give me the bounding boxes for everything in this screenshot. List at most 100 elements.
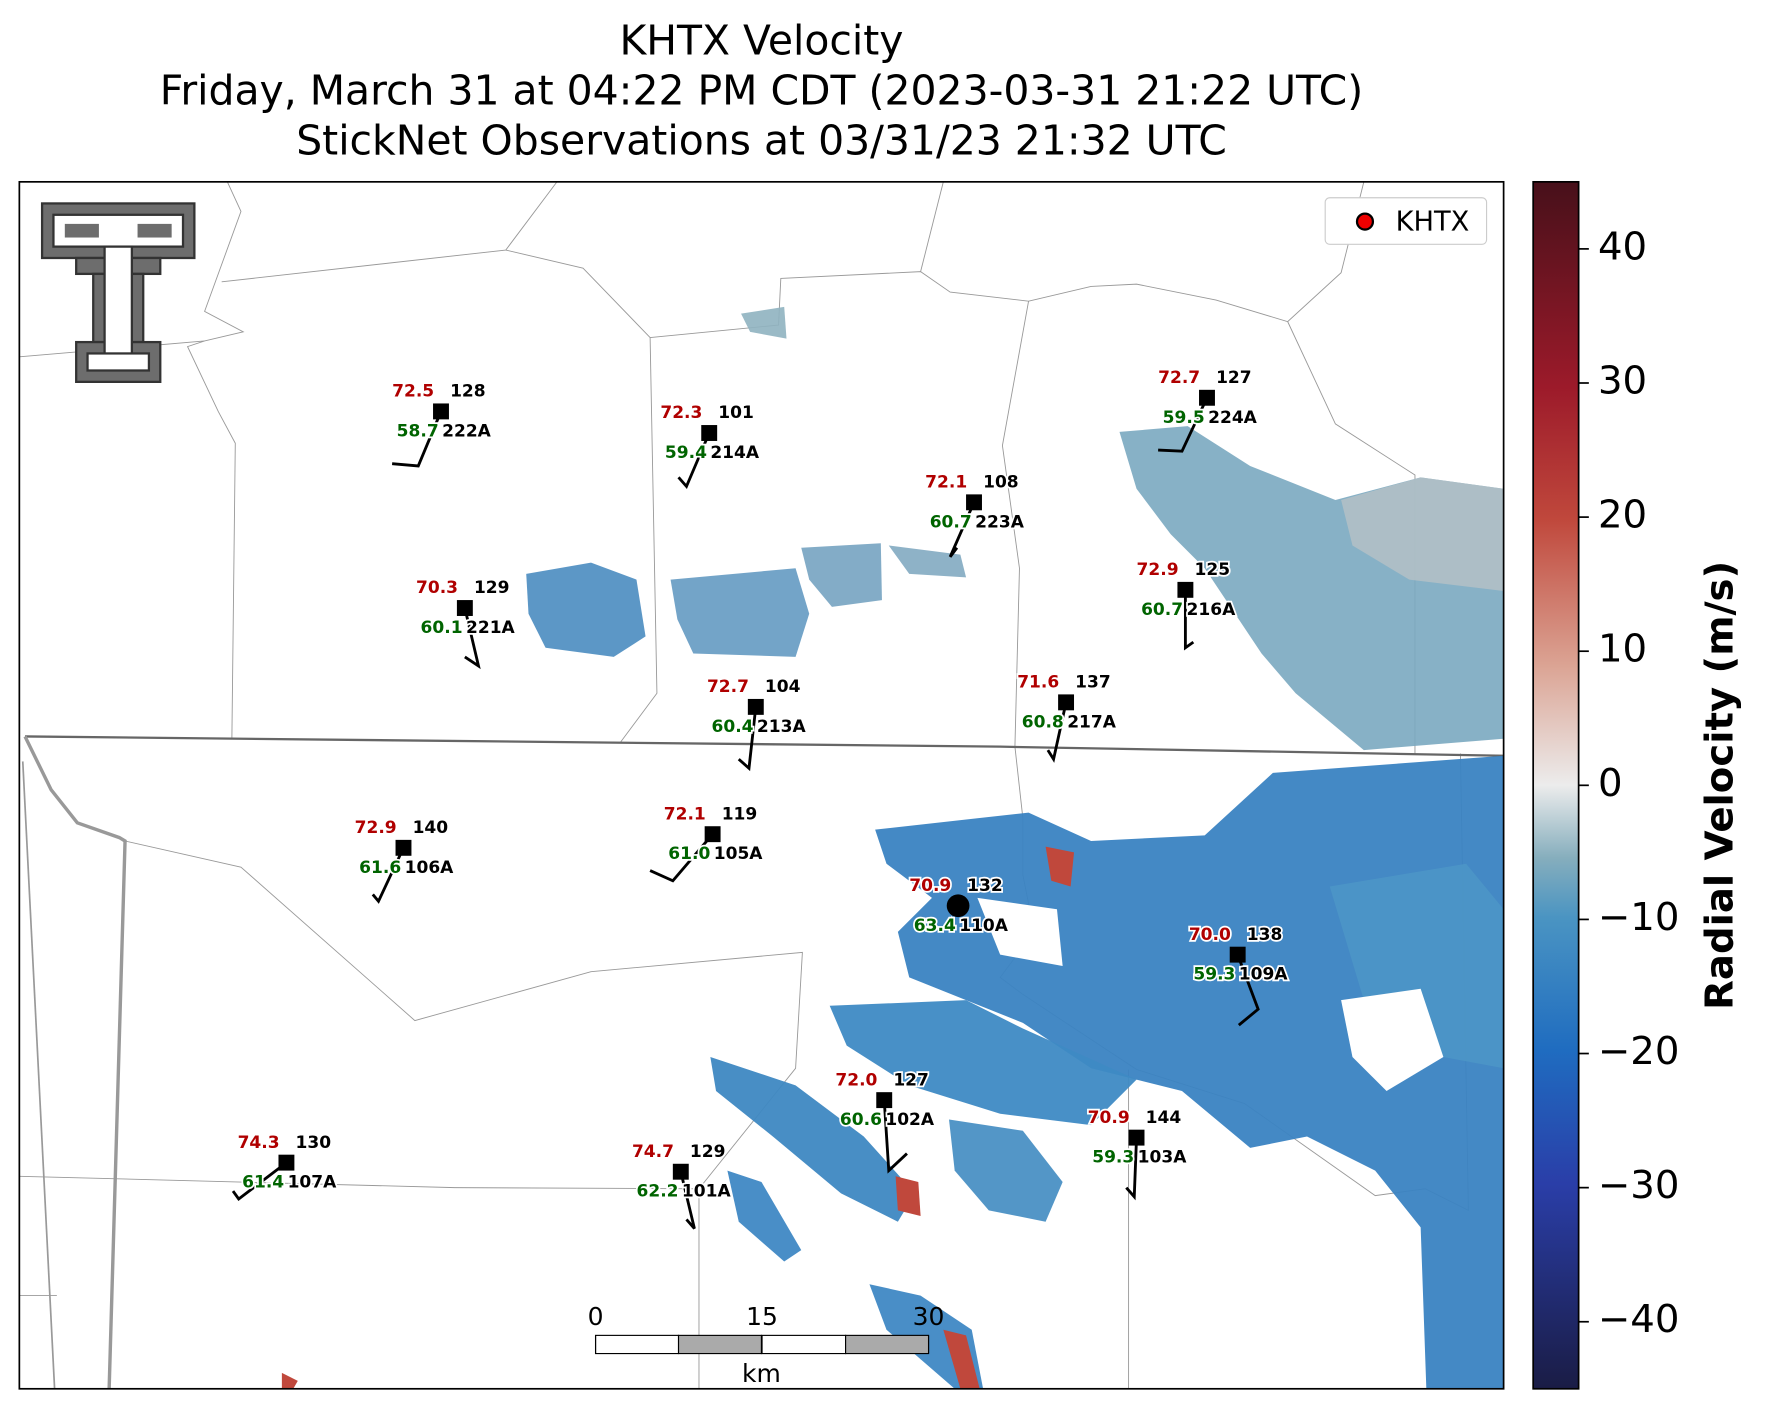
scale-bar: 0 15 30 km <box>588 1302 945 1388</box>
dewpoint: 59.4 <box>665 443 707 463</box>
station-id: 217A <box>1067 712 1117 732</box>
station-marker <box>747 698 764 715</box>
temperature: 70.0 <box>1189 925 1231 945</box>
temperature: 72.9 <box>355 818 397 838</box>
station-marker <box>433 403 449 420</box>
colorbar-tick-label: −10 <box>1598 895 1680 940</box>
temperature: 72.9 <box>1137 560 1179 580</box>
station-id: 222A <box>442 421 492 441</box>
wind-barb <box>1183 589 1195 651</box>
station-id: 224A <box>1208 408 1258 428</box>
wind-barb <box>1125 1137 1138 1201</box>
map: 72.5 128 58.7 222A 72.3 101 59.4 214A 72.1 108 60.… <box>19 181 1504 1389</box>
title-line: Friday, March 31 at 04:22 PM CDT (2023-0… <box>160 67 1363 115</box>
dewpoint: 61.0 <box>668 844 710 864</box>
station-value: 128 <box>450 382 486 402</box>
temperature: 71.6 <box>1017 673 1059 693</box>
wind-barb <box>649 833 714 883</box>
station-value: 101 <box>718 403 754 423</box>
station-id: 107A <box>288 1173 338 1193</box>
temperature: 72.3 <box>660 403 702 423</box>
station-value: 127 <box>893 1070 929 1090</box>
station-value: 119 <box>722 804 758 824</box>
temperature: 72.7 <box>707 677 749 697</box>
station-value: 127 <box>1216 368 1252 388</box>
station-id: 223A <box>975 512 1025 532</box>
scale-tick-label: 30 <box>913 1302 945 1331</box>
wind-barb <box>679 1171 696 1230</box>
station-marker <box>1177 581 1194 598</box>
station-marker <box>672 1163 689 1180</box>
colorbar-label: Radial Velocity (m/s) <box>1697 561 1742 1010</box>
county-border <box>505 249 658 743</box>
station-marker <box>456 600 473 616</box>
legend-marker <box>1355 212 1375 231</box>
station-marker <box>1199 389 1215 406</box>
legend: KHTX <box>1324 197 1488 245</box>
station-value: 129 <box>474 578 510 598</box>
station-marker <box>876 1092 893 1109</box>
dewpoint: 58.7 <box>397 421 439 441</box>
colorbar-ticks: −40 −30 −20 −10 0 10 20 30 40 <box>1578 224 1680 1342</box>
temperature: 70.9 <box>909 876 951 896</box>
wind-barb <box>371 847 405 904</box>
colorbar <box>1532 180 1580 1390</box>
temperature: 72.1 <box>925 473 967 493</box>
station-id: 101A <box>682 1182 732 1202</box>
station-marker <box>1229 946 1246 963</box>
county-border <box>650 181 1365 338</box>
station-id: 102A <box>885 1110 935 1130</box>
station-marker <box>946 894 970 918</box>
station-value: 129 <box>690 1142 726 1162</box>
station-id: 221A <box>466 618 516 638</box>
scale-unit: km <box>742 1359 781 1388</box>
county-border <box>19 1175 699 1190</box>
county-border <box>221 181 558 283</box>
station-marker <box>278 1154 295 1171</box>
station-value: 137 <box>1075 673 1111 693</box>
state-border <box>21 761 56 1389</box>
station-id: 103A <box>1138 1148 1188 1168</box>
dewpoint: 60.8 <box>1022 712 1064 732</box>
dewpoint: 60.7 <box>930 512 972 532</box>
station-marker <box>701 425 718 441</box>
colorbar-tick-label: 0 <box>1598 761 1623 806</box>
station-marker <box>704 826 721 843</box>
county-border <box>920 181 944 272</box>
station-marker <box>1128 1129 1145 1146</box>
dewpoint: 63.4 <box>914 916 956 936</box>
colorbar-tick-label: −20 <box>1598 1029 1680 1074</box>
station-value: 108 <box>983 473 1019 493</box>
dewpoint: 60.7 <box>1141 600 1183 620</box>
wind-barb <box>1236 954 1260 1027</box>
temperature: 74.7 <box>632 1142 674 1162</box>
scale-tick-label: 15 <box>746 1302 778 1331</box>
state-border <box>23 735 127 1389</box>
wind-barb <box>882 1100 908 1174</box>
temperature: 74.3 <box>238 1133 280 1153</box>
station-id: 109A <box>1239 965 1289 985</box>
county-border <box>124 840 803 1389</box>
dewpoint: 60.6 <box>840 1110 882 1130</box>
station-value: 130 <box>296 1133 332 1153</box>
station-id: 110A <box>959 916 1009 936</box>
station-id: 214A <box>710 443 760 463</box>
temperature: 72.0 <box>835 1070 877 1090</box>
station-value: 132 <box>967 876 1003 896</box>
colorbar-tick-label: 40 <box>1598 224 1647 269</box>
title-line: StickNet Observations at 03/31/23 21:32 … <box>296 117 1227 165</box>
logo <box>40 202 196 383</box>
title-line: KHTX Velocity <box>619 17 903 65</box>
map-frame <box>18 180 1505 1390</box>
station-marker <box>395 839 412 856</box>
station-value: 104 <box>765 677 801 697</box>
colorbar-tick-label: 10 <box>1598 627 1647 672</box>
dewpoint: 60.1 <box>421 618 463 638</box>
colorbar-tick-label: −30 <box>1598 1163 1680 1208</box>
dewpoint: 59.5 <box>1163 408 1205 428</box>
wind-barb <box>948 501 976 558</box>
temperature: 72.1 <box>664 804 706 824</box>
station-value: 140 <box>413 818 449 838</box>
station-marker <box>966 494 982 511</box>
